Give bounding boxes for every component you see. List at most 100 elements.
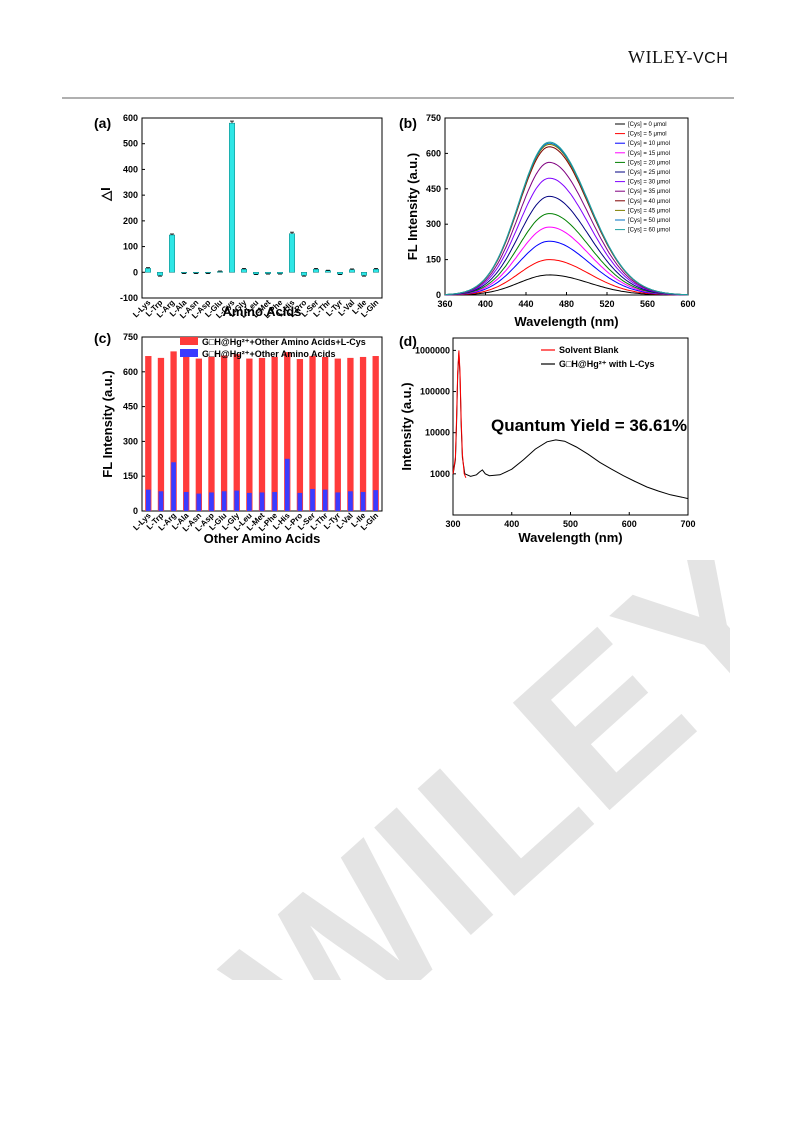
y-tick-label: 150 [123,471,138,481]
y-tick-label: 300 [123,190,138,200]
chart-c: (c) 0150300450600750L-LysL-TrpL-ArgL-Ala… [94,330,383,546]
bar-with-cys [296,359,304,511]
x-tick-label: 500 [563,519,578,529]
series-line [444,213,688,296]
bar [193,272,199,274]
y-axis-title: Intensity (a.u.) [399,382,414,470]
y-tick-label: 1000 [430,469,450,479]
x-axis-title: Wavelength (nm) [514,314,618,329]
y-axis-title: △I [98,187,113,202]
bar-with-cys [284,352,291,511]
bar [373,268,379,273]
legend-swatch [180,337,198,345]
quantum-yield-annotation: Quantum Yield = 36.61% [491,416,687,435]
legend-entry: Solvent Blank [559,345,620,355]
bar-with-cys [195,358,202,511]
bar [253,272,259,275]
legend-entry: [Cys] = 15 μmol [628,151,670,157]
series-line [445,274,689,296]
bar-with-cys [359,356,367,511]
bar-without-cys [272,491,277,511]
bar-with-cys [309,356,316,511]
bar [301,272,307,276]
y-tick-label: 600 [426,148,441,158]
chart-d: (d) 1000 10000 100000 1000000 300 400 500 600 70… [399,333,696,545]
x-tick-label: 600 [622,519,637,529]
bar [289,233,295,273]
bar-without-cys [196,493,202,511]
legend-entry: [Cys] = 25 μmol [628,170,670,176]
y-tick-label: 600 [123,113,138,123]
bar-without-cys [310,488,315,511]
x-tick-label: 440 [518,299,533,309]
bar-with-cys [220,355,228,511]
bar-without-cys [183,491,189,511]
y-tick-label: 300 [123,436,138,446]
legend-entry: G□H@Hg²⁺+Other Amino Acids+L-Cys [202,337,366,347]
panel-a-label: (a) [94,115,111,131]
bar-with-cys [322,356,329,511]
bar-with-cys [246,358,253,511]
bar [349,269,355,273]
legend-entry: [Cys] = 45 μmol [628,208,670,214]
bar [217,271,223,273]
y-tick-label: 400 [123,164,138,174]
legend-swatch [180,349,198,357]
bar-with-cys [334,358,341,511]
series-line [444,161,688,296]
y-axis-title: FL Intensity (a.u.) [405,153,420,260]
bar-without-cys [284,458,290,511]
bar [361,272,367,276]
watermark: WILEY [70,491,793,1111]
x-tick-label: 700 [680,519,695,529]
bar-without-cys [221,491,227,511]
bar-with-cys [157,357,165,511]
bar-with-cys [347,357,354,511]
bar [229,122,235,273]
bar-without-cys [145,489,151,511]
bar-without-cys [158,491,164,511]
legend-entry: [Cys] = 35 μmol [628,189,670,195]
y-axis-title: FL Intensity (a.u.) [100,370,115,477]
bar [241,268,247,273]
y-tick-label: 750 [123,332,138,342]
y-tick-label: 500 [123,139,138,149]
bar [145,268,151,273]
y-tick-label: 300 [426,219,441,229]
legend-entry: [Cys] = 0 μmol [628,122,667,128]
x-axis-title: Other Amino Acids [204,531,321,546]
bar-without-cys [209,492,214,511]
legend-entry: [Cys] = 30 μmol [628,180,670,186]
y-tick-label: 100000 [420,387,450,397]
panel-d-label: (d) [399,333,417,349]
x-tick-label: 360 [437,299,452,309]
plot-frame [141,117,383,299]
panel-c-label: (c) [94,330,111,346]
bar [157,272,163,276]
bar-without-cys [259,492,265,511]
legend-entry: [Cys] = 20 μmol [628,160,670,166]
bar [265,272,271,274]
y-tick-label: 450 [426,184,441,194]
header-rule [62,97,734,99]
chart-b: (b) 0 150 300 450 600 750 360 400 440 480 520 560 60… [399,113,696,329]
solvent-blank-line [452,350,467,478]
y-tick-label: -100 [120,293,138,303]
bar-without-cys [234,490,240,511]
y-tick-label: 0 [133,267,138,277]
x-tick-label: 520 [599,299,614,309]
legend-entry: [Cys] = 10 μmol [628,141,670,147]
bar-with-cys [258,357,266,511]
y-tick-label: 600 [123,367,138,377]
x-tick-label: 400 [504,519,519,529]
bar-with-cys [183,355,190,511]
legend-entry: [Cys] = 50 μmol [628,218,670,224]
panel-b: (b) 0 150 300 450 600 750 360 400 440 480 520 560 60… [393,110,703,330]
bar [277,272,283,274]
svg-text:WILEY: WILEY [186,560,730,980]
bar-without-cys [171,462,176,511]
legend-entry: [Cys] = 5 μmol [628,132,667,138]
x-tick-label: 400 [478,299,493,309]
series-line [444,177,689,296]
bar-with-cys [372,356,379,511]
